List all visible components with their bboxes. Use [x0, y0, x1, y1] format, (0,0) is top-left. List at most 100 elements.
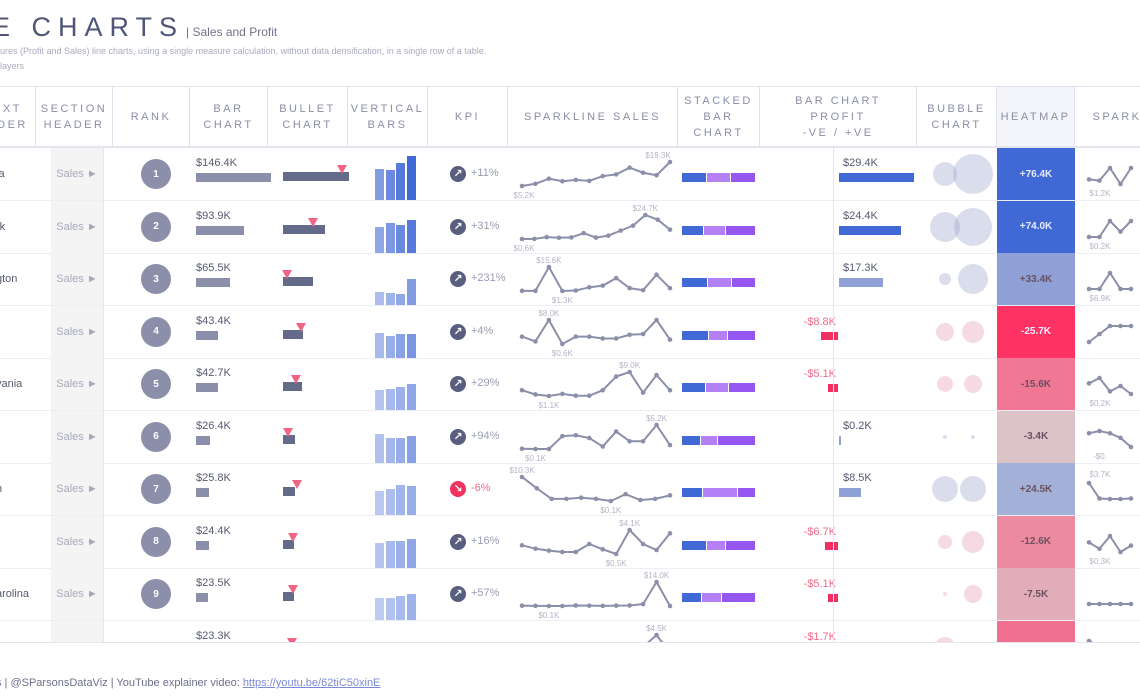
bubble: [939, 273, 951, 285]
profit-value: $29.4K: [843, 157, 878, 169]
sparkline-point: [560, 341, 565, 346]
sparkline-line: [521, 527, 671, 555]
stacked-segment: [707, 173, 730, 182]
sparkline-point: [1097, 375, 1102, 381]
vertical-bar: [396, 595, 405, 620]
section-label[interactable]: Sales ►: [51, 358, 104, 410]
sparkline-point: [586, 393, 592, 398]
bullet-bar: [283, 172, 349, 181]
stacked-segment: [707, 278, 731, 287]
sparkline-point: [613, 172, 619, 177]
sparkline-point: [1128, 323, 1134, 328]
sparkline-point: [546, 264, 552, 270]
sales-value: $93.9K: [196, 209, 231, 222]
sparkline-point: [1118, 435, 1123, 440]
sparkline-point: [573, 603, 579, 608]
vertical-bar: [406, 538, 416, 568]
table-row: gton Sales ► 3 $65.5K ↗ +231% $15.6K $1.3K $17.3…: [0, 253, 1140, 306]
youtube-link[interactable]: https://youtu.be/62tiC50xinE: [242, 677, 381, 689]
vertical-bar: [385, 292, 395, 305]
heatmap-cell: -15.6K: [997, 358, 1075, 410]
sparkline-point: [573, 177, 579, 183]
table-row: Sales ► 4 $43.4K ↗ +4% $8.0K $0.6K -$8.8K -25.7K: [0, 305, 1140, 359]
sparkline-point: [600, 173, 606, 179]
vertical-bar: [396, 438, 405, 463]
column-header-vertical-bars: VERTICAL BARS: [348, 86, 428, 148]
column-header-section-header: SECTION HEADER: [36, 86, 113, 148]
sparkline-point: [519, 542, 525, 548]
sparkline-min-label: $0.5K: [606, 559, 628, 568]
sparkline-line: [1089, 218, 1132, 238]
section-label[interactable]: Sales ►: [51, 620, 104, 642]
sparkline-point: [600, 603, 606, 609]
sparkline-line: [1089, 271, 1131, 290]
vertical-bar: [385, 388, 395, 410]
table-row: arolina Sales ► 9 $23.5K ↗ +57% $14.0K $0.1K -$5…: [0, 568, 1140, 621]
sparkline-point: [1118, 383, 1123, 389]
sparkline-point: [623, 491, 628, 497]
sales-bar: [196, 383, 218, 392]
sparkline-profit-chart: [1086, 638, 1095, 642]
sparkline-point: [1097, 546, 1102, 551]
sparkline-label: $3.7K: [1090, 470, 1112, 479]
sparkline-point: [667, 159, 673, 165]
column-header-stacked-bar-chart: STACKED BAR CHART: [678, 86, 760, 148]
sparkline-point: [654, 372, 659, 378]
stacked-segment: [738, 488, 755, 497]
bubble: [953, 154, 993, 194]
sales-bar: [196, 488, 210, 497]
kpi-value: +57%: [471, 587, 500, 599]
sparkline-point: [1107, 430, 1113, 436]
bullet-target-marker: [287, 532, 298, 542]
state-name: gton: [0, 273, 18, 285]
sparkline-point: [654, 172, 659, 178]
profit-bar: [839, 435, 841, 445]
vertical-bar: [385, 170, 395, 200]
vertical-bar: [385, 438, 395, 463]
sparkline-point: [618, 227, 623, 233]
bubble: [937, 376, 953, 392]
sparkline-point: [667, 226, 673, 232]
section-label[interactable]: Sales ►: [51, 515, 104, 568]
sparkline-point: [627, 331, 632, 337]
section-label[interactable]: Sales ►: [51, 253, 104, 305]
sparkline-label: $0.2K: [1090, 399, 1112, 408]
bubble: [958, 264, 988, 294]
section-label[interactable]: Sales ►: [51, 305, 104, 358]
dashboard-title: E CHARTS | Sales and Profit: [0, 12, 277, 43]
sparkline-point: [519, 474, 525, 480]
sales-value: $146.4K: [196, 157, 237, 169]
sparkline-point: [654, 272, 659, 278]
section-label[interactable]: Sales ►: [51, 410, 104, 463]
section-label[interactable]: Sales ►: [51, 148, 104, 200]
stacked-segment: [702, 488, 738, 497]
stacked-segment: [706, 383, 729, 392]
stacked-segment: [717, 435, 755, 445]
section-label[interactable]: Sales ►: [51, 463, 104, 515]
sparkline-point: [613, 551, 619, 556]
sparkline-point: [627, 603, 632, 608]
sparkline-point: [573, 393, 579, 398]
sparkline-line: [646, 633, 664, 642]
column-header-rank: RANK: [113, 86, 190, 148]
bullet-target-marker: [291, 480, 302, 489]
heatmap-cell: +76.4K: [997, 148, 1075, 200]
sparkline-point: [519, 445, 525, 451]
heatmap-cell: -3.4K: [997, 410, 1075, 463]
sparkline-point: [578, 495, 584, 501]
profit-value: -$6.7K: [803, 525, 836, 538]
section-label[interactable]: Sales ►: [51, 568, 104, 620]
footer: s | @SParsonsDataViz | YouTube explainer…: [0, 677, 380, 689]
sparkline-min-label: $1.3K: [552, 296, 574, 305]
kpi-value: -6%: [471, 482, 491, 494]
sales-bar: [196, 330, 219, 340]
vertical-bar: [385, 541, 395, 568]
vertical-bar: [385, 222, 395, 253]
profit-value: $8.5K: [843, 472, 872, 484]
sparkline-profit-chart: [1086, 323, 1134, 344]
section-label[interactable]: Sales ►: [51, 200, 104, 253]
vertical-bar: [375, 598, 384, 620]
sparkline-line: [521, 580, 671, 607]
bullet-bar: [283, 224, 326, 234]
sparkline-sales-chart: $9.0K $1.1K: [519, 361, 673, 410]
